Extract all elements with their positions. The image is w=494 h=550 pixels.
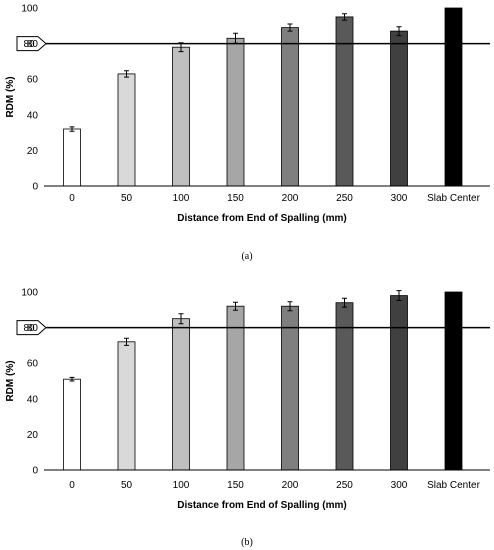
y-tick-label: 40: [27, 394, 39, 405]
chart-b-y-ticks: 0 20 40 60 80 100: [21, 288, 38, 477]
x-tick-label: Slab Center: [427, 480, 480, 491]
x-tick-label: 50: [121, 480, 133, 491]
x-tick-label: 0: [69, 193, 75, 204]
x-tick-label: 150: [227, 193, 244, 204]
y-tick-label: 0: [32, 182, 38, 193]
bar-1: [117, 73, 136, 187]
error-bar-2: [178, 313, 184, 325]
chart-b-y-axis-title: RDM (%): [5, 360, 16, 401]
x-tick-label: 300: [391, 193, 408, 204]
bar-1: [117, 341, 136, 471]
bar-2: [172, 318, 190, 471]
bar-3: [226, 37, 245, 187]
x-tick-label: 250: [336, 480, 353, 491]
y-tick-label: 100: [21, 4, 38, 15]
error-bar-3: [233, 301, 238, 311]
bar-3: [226, 305, 245, 471]
x-tick-label: 250: [336, 193, 353, 204]
chart-b: 80 0 20 40 60 80 100 0 50 100 150 200 250 300 Slab C…: [5, 288, 490, 548]
bar-7: [444, 7, 463, 187]
chart-a: 80 0 20 40 60 80 100 0 50 100 150 200 250 300 Slab C…: [5, 4, 490, 262]
error-bar-4: [287, 301, 293, 312]
x-tick-label: 0: [69, 480, 75, 491]
error-bar-5: [342, 13, 347, 21]
x-tick-label: 300: [391, 480, 408, 491]
chart-a-y-ticks: 0 20 40 60 80 100: [21, 4, 38, 193]
x-tick-label: Slab Center: [427, 193, 480, 204]
x-tick-label: 50: [121, 193, 133, 204]
error-bar-0: [69, 376, 75, 382]
y-tick-label: 40: [27, 110, 39, 121]
chart-b-errorbars: [69, 290, 402, 382]
bar-4: [281, 305, 299, 471]
y-tick-label: 20: [27, 146, 39, 157]
error-bar-6: [396, 290, 402, 301]
x-tick-label: 200: [282, 480, 299, 491]
y-tick-label: 80: [27, 39, 39, 50]
bar-7: [444, 291, 463, 471]
chart-b-x-ticks: 0 50 100 150 200 250 300 Slab Center: [69, 480, 480, 491]
error-bar-1: [124, 337, 129, 346]
bar-4: [281, 27, 299, 187]
chart-a-bars: [63, 7, 463, 187]
y-tick-label: 100: [21, 288, 38, 299]
bar-6: [390, 30, 408, 187]
bar-5: [335, 16, 354, 187]
x-tick-label: 200: [282, 193, 299, 204]
error-bar-4: [287, 23, 293, 32]
chart-b-reference-label: 80: [23, 323, 35, 334]
y-tick-label: 60: [27, 75, 39, 86]
bar-0: [63, 128, 81, 187]
chart-a-caption: (a): [241, 251, 252, 262]
bar-6: [390, 295, 408, 471]
chart-b-bars: [63, 291, 463, 471]
x-tick-label: 100: [173, 193, 190, 204]
bar-0: [63, 378, 81, 471]
chart-a-y-axis-title: RDM (%): [5, 76, 16, 117]
error-bar-1: [124, 70, 129, 78]
error-bar-6: [396, 26, 402, 37]
bar-2: [172, 46, 190, 187]
error-bar-0: [69, 126, 75, 132]
y-tick-label: 20: [27, 430, 39, 441]
x-tick-label: 150: [227, 480, 244, 491]
chart-a-reference-flag: [16, 36, 47, 52]
chart-b-caption: (b): [241, 537, 253, 548]
error-bar-5: [342, 297, 347, 308]
y-tick-label: 0: [32, 466, 38, 477]
x-tick-label: 100: [173, 480, 190, 491]
y-tick-label: 80: [27, 323, 39, 334]
chart-a-x-ticks: 0 50 100 150 200 250 300 Slab Center: [69, 193, 480, 204]
chart-b-x-axis-title: Distance from End of Spalling (mm): [177, 500, 346, 511]
chart-a-reference-label: 80: [23, 39, 35, 50]
y-tick-label: 60: [27, 359, 39, 370]
chart-a-x-axis-title: Distance from End of Spalling (mm): [177, 213, 346, 224]
chart-b-reference-flag: [16, 320, 47, 336]
